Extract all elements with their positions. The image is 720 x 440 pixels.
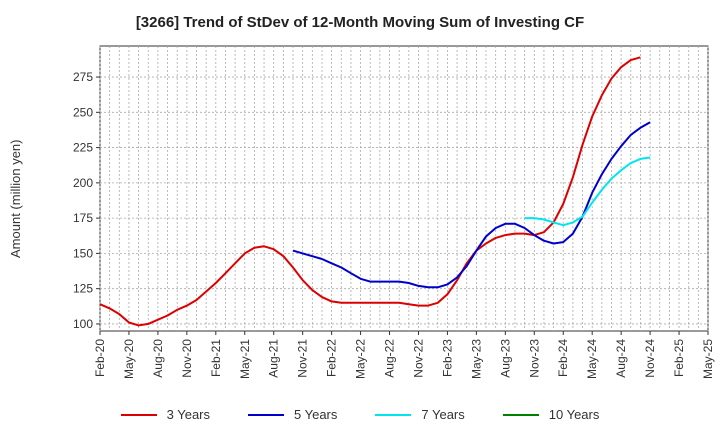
x-tick-label: Aug-20 bbox=[151, 339, 165, 378]
y-tick-label: 125 bbox=[73, 282, 93, 296]
x-tick-label: Feb-24 bbox=[556, 339, 570, 377]
legend-swatch-3-years bbox=[120, 413, 157, 416]
x-tick-label: May-21 bbox=[238, 339, 252, 379]
x-tick-label: May-20 bbox=[122, 339, 136, 379]
legend-item: 7 Years bbox=[375, 407, 465, 422]
x-tick-label: Feb-22 bbox=[325, 339, 339, 377]
x-tick-label: Nov-22 bbox=[411, 339, 425, 378]
x-tick-label: May-25 bbox=[701, 339, 715, 379]
x-tick-label: Nov-21 bbox=[296, 339, 310, 378]
y-tick-label: 250 bbox=[73, 105, 93, 119]
x-tick-label: Nov-20 bbox=[180, 339, 194, 378]
x-tick-label: Nov-24 bbox=[643, 339, 657, 378]
x-tick-label: Feb-23 bbox=[440, 339, 454, 377]
x-tick-label: May-24 bbox=[585, 339, 599, 379]
legend-label: 3 Years bbox=[166, 407, 210, 422]
legend: 3 Years 5 Years 7 Years 10 Years bbox=[0, 407, 720, 422]
legend-swatch-7-years bbox=[375, 413, 412, 416]
chart-title: [3266] Trend of StDev of 12-Month Moving… bbox=[135, 14, 585, 31]
y-tick-label: 275 bbox=[73, 70, 93, 84]
series-line-5-years bbox=[292, 121, 651, 289]
y-tick-label: 200 bbox=[73, 176, 93, 190]
legend-label: 5 Years bbox=[294, 407, 338, 422]
x-tick-label: May-22 bbox=[354, 339, 368, 379]
y-tick-label: 225 bbox=[73, 141, 93, 155]
y-tick-label: 175 bbox=[73, 211, 93, 225]
y-tick-label: 100 bbox=[73, 317, 93, 331]
series-line-3-years bbox=[99, 56, 641, 327]
legend-item: 5 Years bbox=[248, 407, 337, 422]
plot-frame bbox=[99, 45, 709, 332]
x-tick-label: Aug-23 bbox=[498, 339, 512, 378]
x-tick-label: Feb-21 bbox=[209, 339, 223, 377]
x-tick-label: May-23 bbox=[469, 339, 483, 379]
x-tick-label: Aug-21 bbox=[267, 339, 281, 378]
y-tick-label: 150 bbox=[73, 246, 93, 260]
legend-item: 3 Years bbox=[120, 407, 210, 422]
legend-swatch-10-years bbox=[502, 413, 539, 416]
legend-swatch-5-years bbox=[248, 413, 284, 416]
x-tick-label: Nov-23 bbox=[527, 339, 541, 378]
x-tick-label: Aug-22 bbox=[383, 339, 397, 378]
legend-label: 7 Years bbox=[421, 407, 465, 422]
x-tick-label: Feb-25 bbox=[672, 339, 686, 377]
x-tick-label: Aug-24 bbox=[614, 339, 628, 378]
legend-label: 10 Years bbox=[548, 407, 600, 422]
legend-item: 10 Years bbox=[502, 407, 600, 422]
x-tick-label: Feb-20 bbox=[93, 339, 107, 377]
series-line-7-years bbox=[524, 156, 651, 227]
